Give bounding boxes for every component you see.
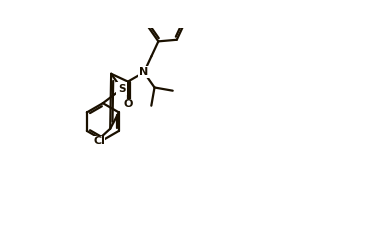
Text: N: N (185, 0, 194, 2)
Text: N: N (139, 67, 148, 77)
Text: S: S (118, 84, 125, 94)
Text: Cl: Cl (93, 136, 105, 146)
Text: O: O (124, 99, 134, 109)
